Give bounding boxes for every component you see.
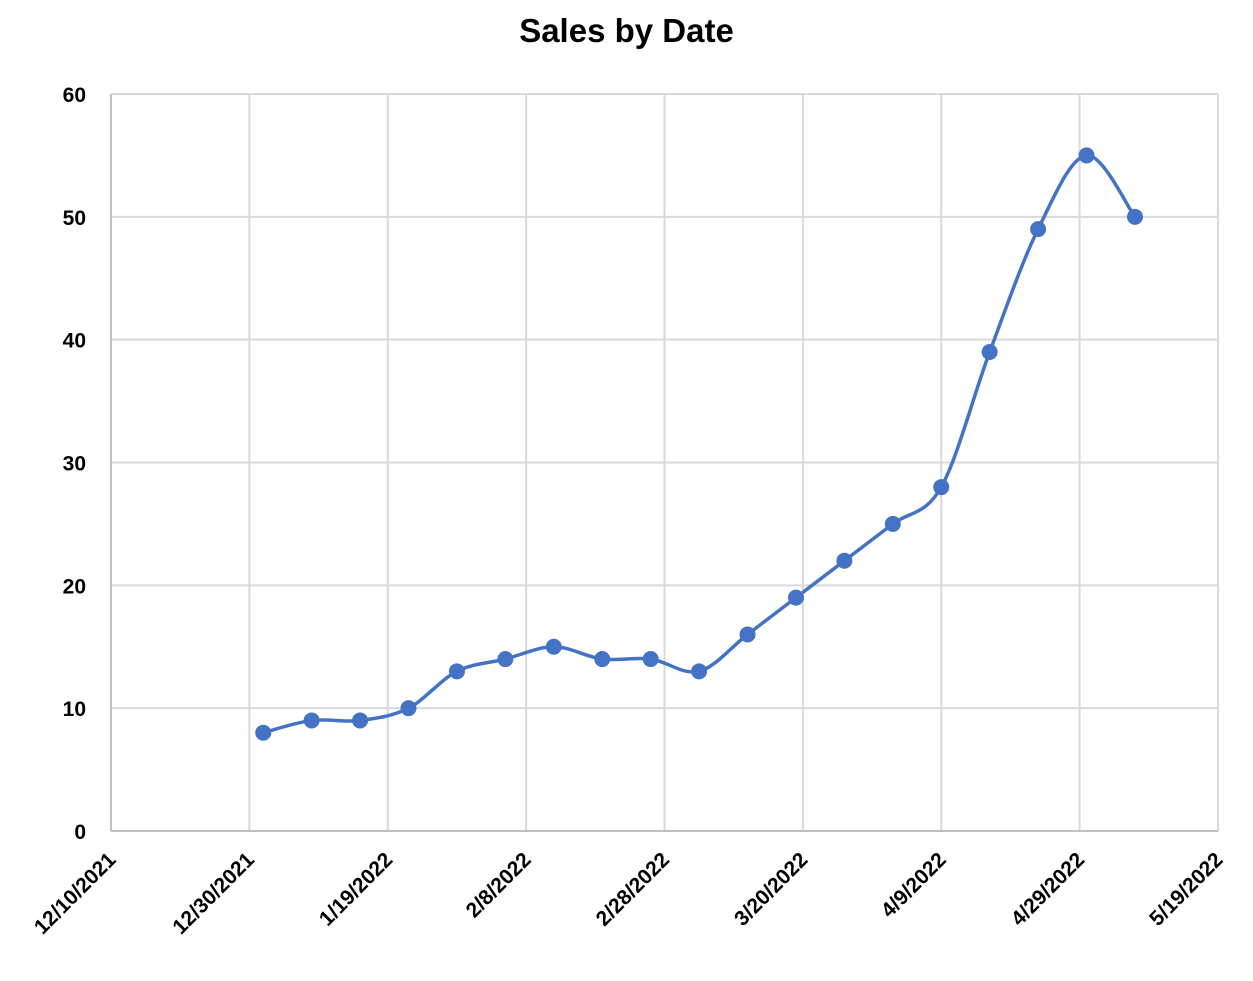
data-point: [642, 651, 659, 668]
y-tick-label: 10: [63, 698, 86, 721]
x-tick-label: 2/28/2022: [592, 848, 674, 930]
data-point: [787, 589, 804, 606]
data-point: [545, 638, 562, 655]
y-tick-label: 50: [63, 207, 86, 230]
y-tick-label: 20: [63, 575, 86, 598]
x-axis-tick-labels: 12/10/2021 12/30/2021 1/19/2022 2/8/2022 2/2…: [30, 848, 1228, 939]
data-point: [1030, 221, 1047, 238]
data-point: [981, 343, 998, 360]
x-tick-label: 1/19/2022: [315, 848, 397, 930]
y-tick-label: 60: [63, 84, 86, 107]
data-point: [255, 724, 272, 741]
sales-line: [262, 153, 1137, 735]
x-tick-label: 12/30/2021: [168, 848, 259, 939]
y-tick-label: 0: [74, 821, 86, 844]
data-point: [352, 712, 369, 729]
x-tick-label: 4/29/2022: [1007, 848, 1089, 930]
data-point: [691, 663, 708, 680]
axes: [110, 94, 1218, 832]
x-tick-label: 5/19/2022: [1145, 848, 1227, 930]
data-point: [933, 479, 950, 496]
x-tick-label: 12/10/2021: [30, 848, 121, 939]
chart-title: Sales by Date: [519, 12, 734, 49]
data-point: [739, 626, 756, 643]
x-tick-label: 4/9/2022: [877, 848, 951, 922]
data-point-markers: [255, 147, 1143, 741]
data-point: [1126, 208, 1143, 225]
data-point: [884, 515, 901, 532]
x-tick-label: 3/20/2022: [730, 848, 812, 930]
x-tick-label: 2/8/2022: [462, 848, 536, 922]
data-point: [303, 712, 320, 729]
data-point: [400, 700, 417, 717]
y-axis-tick-labels: 0 10 20 30 40 50 60: [63, 84, 86, 844]
y-tick-label: 40: [63, 330, 86, 353]
data-point: [448, 663, 465, 680]
data-point: [836, 552, 853, 569]
data-point: [497, 651, 514, 668]
data-point: [1078, 147, 1095, 164]
y-tick-label: 30: [63, 453, 86, 476]
data-point: [594, 651, 611, 668]
